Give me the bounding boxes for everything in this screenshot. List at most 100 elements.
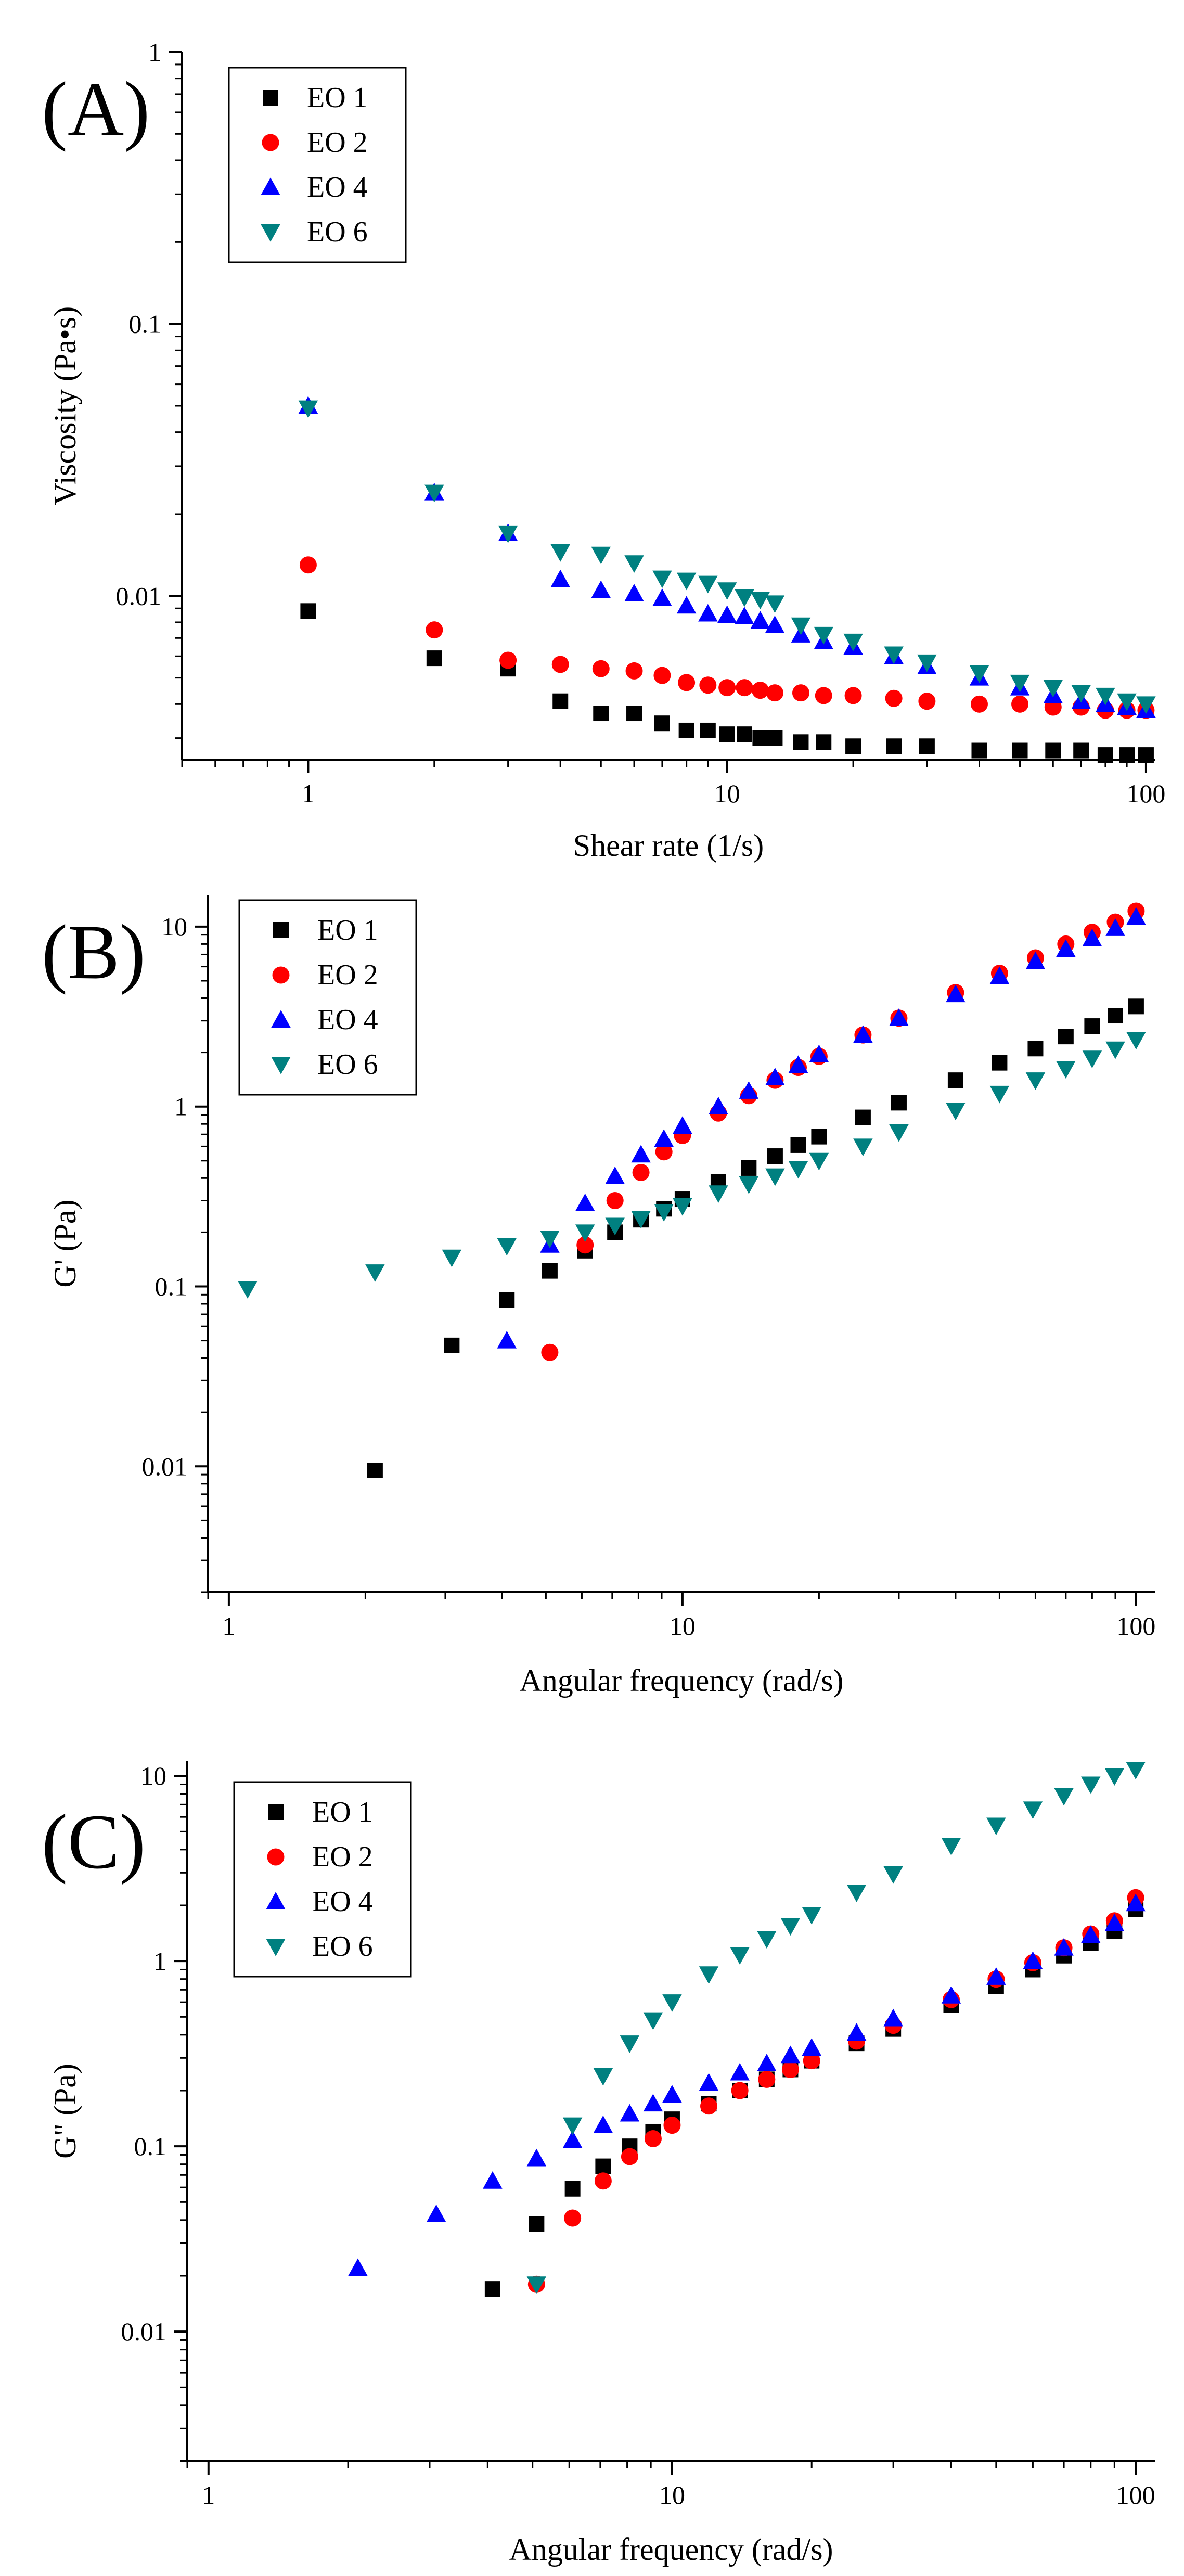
data-point-eo-2 [551, 656, 569, 673]
data-point-eo-6 [676, 572, 697, 591]
data-point-eo-1 [484, 2281, 500, 2297]
data-point-eo-6 [654, 1203, 674, 1222]
data-point-eo-2 [625, 662, 643, 680]
data-point-eo-4 [426, 2204, 446, 2222]
data-point-eo-1 [542, 1263, 558, 1279]
data-point-eo-6 [662, 1994, 682, 2012]
data-point-eo-2 [632, 1163, 650, 1181]
data-point-eo-4 [986, 1967, 1006, 1985]
data-point-eo-4 [853, 1025, 873, 1043]
data-point-eo-6 [989, 1085, 1010, 1104]
data-point-eo-1 [654, 715, 670, 732]
data-point-eo-4 [1056, 939, 1076, 957]
data-point-eo-2 [792, 684, 809, 702]
data-point-eo-4 [846, 2023, 867, 2041]
data-point-eo-4 [788, 1055, 808, 1073]
data-point-eo-4 [765, 1068, 785, 1085]
data-point-eo-6 [699, 1966, 719, 1984]
data-point-eo-2 [758, 2070, 776, 2088]
legend: EO 1 EO 2 EO 4 EO 6 [233, 1781, 412, 1978]
data-point-eo-6 [986, 1817, 1006, 1836]
data-point-eo-1 [1108, 1008, 1124, 1024]
data-point-eo-4 [1105, 918, 1125, 936]
data-point-eo-4 [676, 596, 697, 614]
data-point-eo-4 [780, 2045, 801, 2064]
data-point-eo-6 [735, 589, 754, 607]
data-point-eo-4 [662, 2085, 682, 2103]
data-point-eo-6 [1082, 1050, 1102, 1069]
series-eo-2 [527, 1889, 1144, 2293]
data-point-eo-4 [526, 2148, 547, 2167]
data-point-eo-6 [575, 1224, 595, 1242]
data-point-eo-6 [1056, 1061, 1076, 1079]
y-tick-label: 1 [153, 1946, 166, 1976]
data-point-eo-2 [731, 2082, 749, 2099]
data-point-eo-2 [541, 1343, 559, 1361]
data-point-eo-4 [809, 1044, 829, 1062]
data-point-eo-4 [620, 2104, 640, 2122]
data-point-eo-1 [678, 722, 694, 738]
data-point-eo-6 [550, 544, 570, 562]
data-point-eo-2 [1011, 695, 1029, 713]
data-point-eo-1 [1097, 747, 1113, 763]
series-eo-1 [367, 998, 1144, 1478]
x-tick-label: 100 [1116, 2480, 1155, 2509]
data-point-eo-1 [1084, 1018, 1100, 1034]
data-point-eo-4 [1054, 1938, 1074, 1956]
legend-marker-eo-6 [261, 224, 280, 242]
data-point-eo-1 [626, 706, 642, 722]
data-point-eo-6 [757, 1931, 777, 1949]
legend-label-eo-6: EO 6 [317, 1048, 378, 1081]
data-point-eo-4 [652, 588, 672, 606]
data-point-eo-4 [1082, 928, 1102, 946]
data-point-eo-2 [606, 1192, 624, 1210]
data-point-eo-1 [444, 1337, 460, 1353]
panel-c: 1 10 100 0.01 0.1 1 10 Angular frequency (rad/s… [42, 1761, 1155, 2567]
data-point-eo-2 [781, 2060, 799, 2078]
data-point-eo-1 [1045, 742, 1061, 759]
legend-marker-eo-4 [271, 1010, 291, 1028]
legend-marker-eo-1 [268, 1804, 284, 1820]
legend-box [238, 899, 417, 1096]
data-point-eo-6 [843, 633, 863, 651]
data-point-eo-6 [562, 2117, 583, 2135]
data-point-eo-6 [1126, 1032, 1146, 1050]
series-eo-1 [484, 1901, 1144, 2297]
data-point-eo-4 [739, 1081, 759, 1099]
data-point-eo-6 [884, 646, 904, 664]
data-point-eo-6 [765, 1168, 785, 1186]
data-point-eo-6 [298, 400, 318, 418]
data-point-eo-6 [889, 1124, 909, 1142]
data-point-eo-4 [946, 984, 966, 1003]
data-point-eo-4 [591, 580, 611, 598]
data-point-eo-6 [1117, 693, 1137, 711]
data-point-eo-2 [699, 676, 717, 694]
data-point-eo-4 [593, 2115, 613, 2133]
data-point-eo-6 [917, 654, 937, 672]
data-point-eo-1 [367, 1462, 383, 1478]
data-point-eo-6 [883, 1866, 903, 1884]
data-point-eo-1 [719, 726, 735, 742]
data-point-eo-6 [846, 1885, 867, 1902]
data-point-eo-2 [644, 2130, 662, 2147]
data-point-eo-4 [883, 2008, 903, 2027]
y-tick-label: 10 [140, 1761, 166, 1790]
data-point-eo-6 [424, 484, 444, 503]
legend-marker-eo-4 [261, 177, 280, 195]
legend-label-eo-1: EO 1 [312, 1796, 373, 1828]
data-point-eo-1 [1138, 747, 1154, 763]
y-axis-label: G' (Pa) [48, 1199, 82, 1287]
data-point-eo-6 [765, 595, 785, 613]
data-point-eo-6 [941, 1838, 961, 1856]
y-tick-label: 10 [161, 912, 187, 941]
series-eo-6 [526, 1762, 1146, 2295]
data-point-eo-4 [673, 1116, 692, 1134]
data-point-eo-4 [717, 605, 737, 623]
x-axis-label: Angular frequency (rad/s) [509, 2532, 833, 2567]
data-point-eo-1 [992, 1055, 1008, 1071]
data-point-eo-1 [529, 2216, 545, 2232]
data-point-eo-6 [1043, 680, 1063, 698]
y-tick-label: 0.1 [134, 2132, 167, 2161]
data-point-eo-2 [918, 693, 936, 710]
data-point-eo-6 [652, 570, 672, 588]
